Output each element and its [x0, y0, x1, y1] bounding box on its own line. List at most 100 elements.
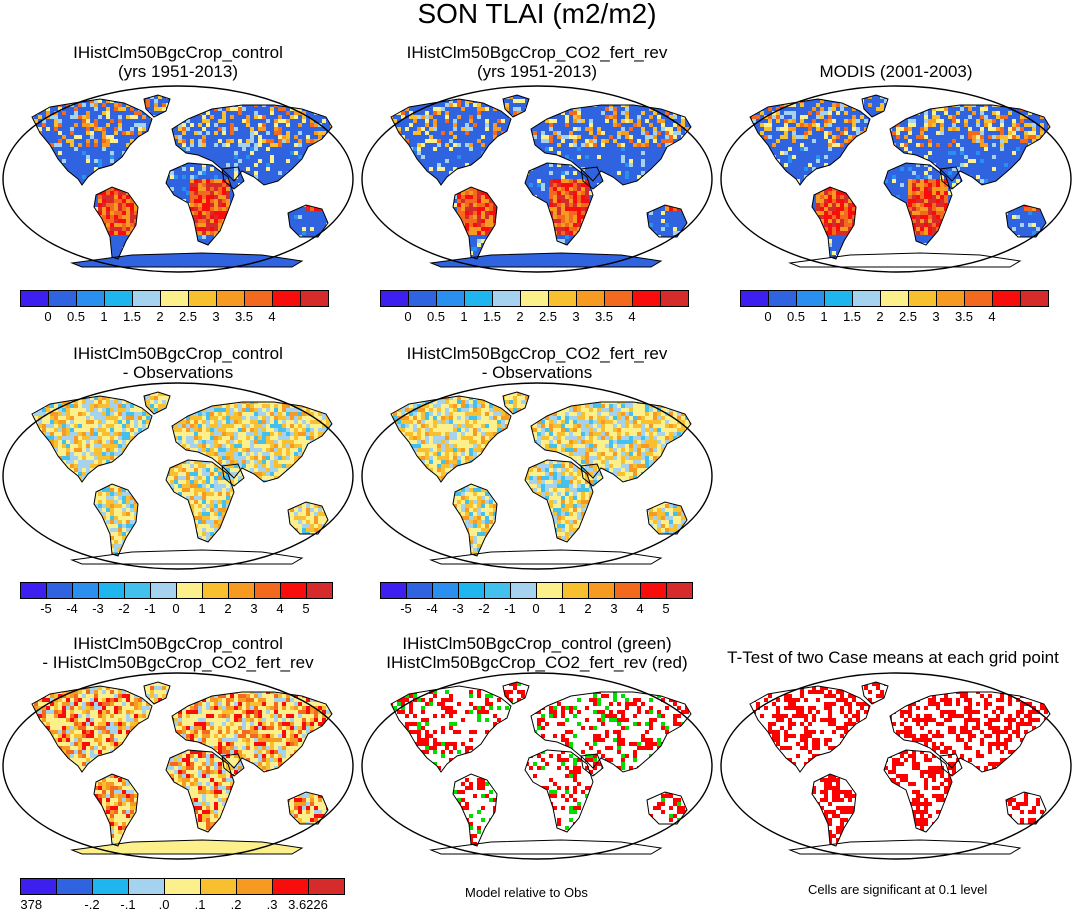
coastline-northAmerica: [390, 98, 512, 186]
colorbar-label: -2: [118, 601, 130, 616]
colorbar-label: 5: [302, 601, 309, 616]
colorbar-label: 4: [988, 309, 995, 324]
coastline-eurasia: [171, 691, 333, 773]
coastline-eurasia: [171, 401, 333, 483]
coastline-africa: [524, 162, 594, 246]
colorbar-label: -2.0378: [20, 897, 42, 911]
colorbar-label: 3.5: [595, 309, 613, 324]
colorbar-box: [164, 878, 201, 895]
coastline-arabia: [221, 166, 245, 190]
coastline-africa: [165, 459, 235, 543]
colorbar-label: 3: [212, 309, 219, 324]
coastline-africa: [524, 749, 594, 833]
colorbar-box: [520, 290, 549, 307]
coastline-southAmerica: [811, 773, 857, 847]
map-land-cells: [32, 392, 332, 556]
coastline-antarctica: [70, 549, 304, 565]
coastline-australia: [646, 204, 688, 238]
colorbar-box: [124, 582, 151, 599]
map-land-cells: [750, 95, 1050, 259]
colorbar-label: 3: [250, 601, 257, 616]
coastline-greenland: [143, 391, 171, 415]
colorbar-box: [576, 290, 605, 307]
colorbar-box: [202, 582, 229, 599]
colorbar-box: [280, 582, 307, 599]
colorbar-label: 1: [100, 309, 107, 324]
colorbar-box: [76, 290, 105, 307]
colorbar-box: [380, 290, 409, 307]
colorbar-label: -4: [426, 601, 438, 616]
coastline-arabia: [580, 463, 604, 487]
coastline-northAmerica: [749, 685, 871, 773]
colorbar-box: [436, 290, 465, 307]
colorbar-box: [492, 290, 521, 307]
coastline-southAmerica: [452, 773, 498, 847]
colorbar-box: [406, 582, 433, 599]
colorbar-box: [588, 582, 615, 599]
colorbar-label: -3: [452, 601, 464, 616]
colorbar-label: 2: [876, 309, 883, 324]
colorbar-label: 2.5: [899, 309, 917, 324]
colorbar-box: [936, 290, 965, 307]
coastline-africa: [524, 459, 594, 543]
colorbar-label: 3: [610, 601, 617, 616]
panel-title-modis: MODIS (2001-2003): [718, 62, 1074, 81]
panel-title-green-red: IHistClm50BgcCrop_control (green) IHistC…: [359, 634, 715, 672]
colorbar-box: [908, 290, 937, 307]
colorbar-box: [150, 582, 177, 599]
coastline-greenland: [502, 94, 530, 118]
colorbar-label: 3.6226: [288, 897, 328, 911]
map-land-cells: [391, 682, 691, 846]
coastline-greenland: [861, 681, 889, 705]
coastline-australia: [1005, 791, 1047, 825]
colorbar-box: [604, 290, 633, 307]
map-border: [361, 672, 713, 860]
colorbar-box: [128, 878, 165, 895]
coastline-southAmerica: [93, 483, 139, 557]
colorbar-label: -3: [92, 601, 104, 616]
colorbar-box: [104, 290, 133, 307]
map-border: [720, 85, 1072, 273]
colorbar-box: [768, 290, 797, 307]
colorbar-box: [48, 290, 77, 307]
colorbar-label: 2.5: [179, 309, 197, 324]
colorbar-box: [56, 878, 93, 895]
colorbar-box: [20, 582, 47, 599]
coastline-antarctica: [70, 252, 304, 268]
coastline-africa: [165, 162, 235, 246]
colorbar-box: [176, 582, 203, 599]
coastline-africa: [165, 749, 235, 833]
colorbar-box: [306, 582, 333, 599]
coastline-australia: [646, 791, 688, 825]
colorbar-label: 2: [224, 601, 231, 616]
colorbar-box: [308, 878, 345, 895]
colorbar-label: 4: [276, 601, 283, 616]
colorbar-box: [536, 582, 563, 599]
colorbar-case-difference: -2.0378 -.2 -.1 .0 .1 .2 .3 3.6226: [20, 878, 345, 911]
panel-title-co2-minus-obs: IHistClm50BgcCrop_CO2_fert_rev - Observa…: [359, 344, 715, 382]
colorbar-label: 3: [932, 309, 939, 324]
colorbar-co2-fert-rev: 0 0.5 1 1.5 2 2.5 3 3.5 4: [380, 290, 689, 324]
colorbar-label: 0: [532, 601, 539, 616]
map-border: [361, 85, 713, 273]
colorbar-label: -1: [144, 601, 156, 616]
colorbar-box: [484, 582, 511, 599]
map-green-red: [361, 672, 713, 860]
coastline-greenland: [502, 681, 530, 705]
map-ttest: [720, 672, 1072, 860]
coastline-antarctica: [788, 839, 1022, 855]
colorbar-box: [740, 290, 769, 307]
coastline-eurasia: [889, 691, 1051, 773]
colorbar-box: [92, 878, 129, 895]
colorbar-label: 0.5: [67, 309, 85, 324]
coastline-northAmerica: [749, 98, 871, 186]
coastline-greenland: [502, 391, 530, 415]
colorbar-box: [188, 290, 217, 307]
map-border: [2, 672, 354, 860]
colorbar-box: [992, 290, 1021, 307]
coastline-antarctica: [429, 839, 663, 855]
colorbar-box: [964, 290, 993, 307]
antarctica-fill: [72, 840, 302, 854]
coastline-arabia: [221, 463, 245, 487]
colorbar-label: 2.5: [539, 309, 557, 324]
